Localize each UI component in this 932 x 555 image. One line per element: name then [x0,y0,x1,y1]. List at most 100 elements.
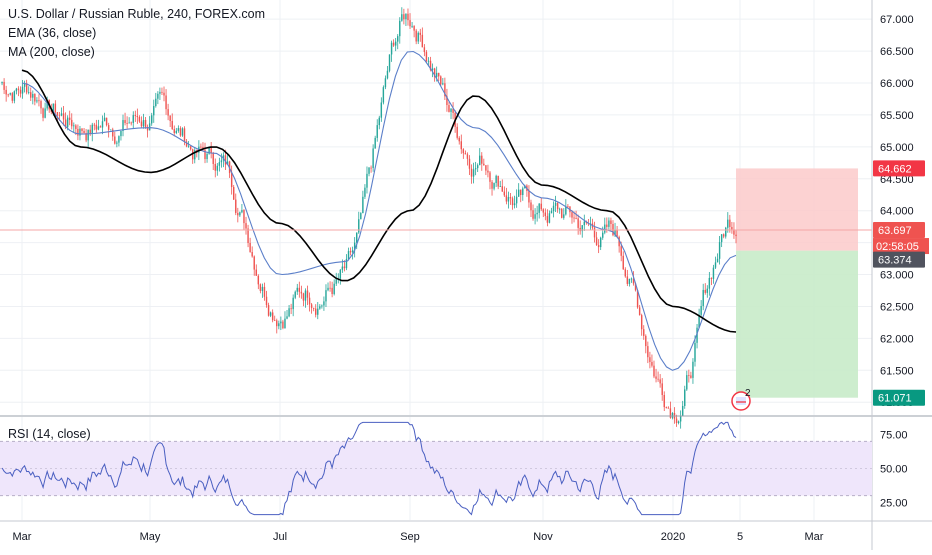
candle-body [448,105,450,112]
candle-body [440,76,442,85]
candle-body [520,189,522,196]
candle-body [731,226,733,230]
candle-body [194,150,196,160]
candle-body [138,117,141,122]
candle-body [538,203,540,213]
candle-body [83,130,85,134]
stop-price-tag-bg [873,160,925,177]
candle-body [716,258,719,263]
chart-title: U.S. Dollar / Russian Ruble, 240, FOREX.… [8,7,266,21]
candle-body [450,108,452,112]
ma-legend: MA (200, close) [8,45,95,59]
candle-body [530,202,532,211]
candle-body [608,220,610,227]
candle-body [288,308,290,317]
candle-body [503,191,506,196]
candle-body [40,101,42,109]
candle-body [64,119,67,128]
candle-body [353,242,356,251]
time-tick-label: Jul [273,531,287,543]
candle-body [58,115,61,117]
candle-body [62,113,65,120]
candle-body [157,93,159,99]
candle-body [684,389,686,406]
candle-body [243,210,245,224]
candle-body [52,103,55,112]
candle-body [628,278,631,284]
candle-body [394,41,397,46]
candle-body [255,269,257,276]
ema-legend: EMA (36, close) [8,26,97,40]
candle-body [733,229,735,235]
candle-body [497,175,499,187]
candle-body [620,246,622,256]
candle-body [384,78,387,88]
ma-line [21,69,737,333]
candle-body [675,418,678,423]
candle-body [501,186,503,192]
candle-body [290,308,292,310]
candle-body [438,72,440,77]
price-tick-label: 63.000 [880,270,914,282]
candle-body [624,269,627,277]
candle-body [374,137,376,149]
candle-body [427,60,430,62]
candle-body [372,148,374,169]
target-price-tag-bg [873,389,925,406]
candle-body [532,210,534,219]
candle-body [710,277,713,279]
candle-body [433,68,436,77]
candle-body [546,216,549,223]
candle-body [294,291,296,298]
candle-body [120,130,122,137]
candle-body [636,290,639,308]
candle-body [237,212,239,216]
candle-body [7,94,9,96]
candle-body [370,167,372,169]
candle-body [487,170,489,173]
candle-body [130,122,132,124]
current-price-tag: 63.697 [878,225,912,237]
candle-body [103,117,106,122]
candle-body [442,83,444,85]
candle-body [181,128,184,136]
candle-body [220,160,223,163]
candle-body [647,346,649,358]
candle-body [114,136,116,144]
candle-body [380,102,383,118]
candle-body [286,316,288,319]
candle-body [204,149,206,160]
price-tick-label: 64.000 [880,206,914,218]
candle-body [386,70,389,79]
candle-body [175,130,178,133]
candle-body [306,290,309,298]
price-tick-label: 64.500 [880,174,914,186]
candle-body [132,115,134,123]
time-tick-label: Mar [13,531,32,543]
candle-body [481,155,483,164]
candle-body [489,172,491,182]
candle-body [368,167,370,174]
candle-body [267,305,270,316]
candle-body [341,266,344,270]
candle-body [491,181,493,189]
candle-body [602,232,604,238]
candle-body [171,120,173,130]
candle-body [679,416,682,422]
candle-body [659,379,661,384]
candle-body [415,30,417,42]
candle-body [686,375,688,390]
candle-body [349,251,352,253]
candle-body [429,60,432,70]
candle-body [550,211,553,214]
candle-body [259,284,262,291]
candle-body [714,262,717,268]
candle-body [30,92,32,98]
candle-body [34,93,36,102]
candle-body [417,32,419,42]
candle-body [513,203,516,206]
candle-body [79,128,81,136]
candle-body [595,237,598,246]
